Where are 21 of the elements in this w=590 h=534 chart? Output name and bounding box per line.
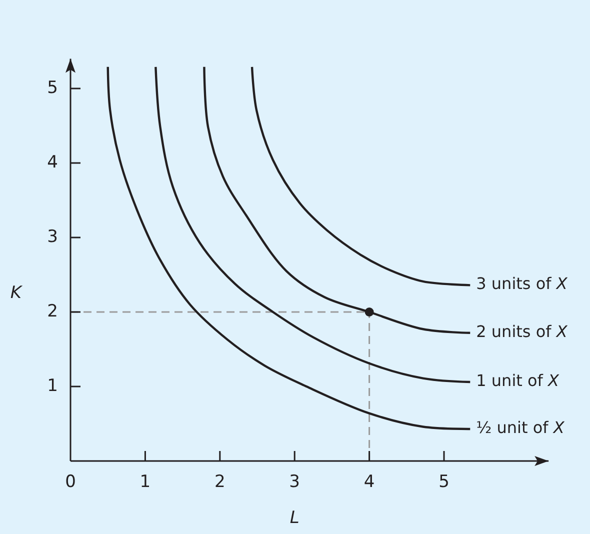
x-tick-label: 1: [140, 472, 151, 492]
line-series: [250, 66, 472, 286]
x-tick-label: 5: [438, 472, 450, 492]
line-series: [203, 66, 472, 334]
x-tick-label: 2: [214, 472, 226, 492]
series-label: 1 unit of X: [476, 371, 560, 390]
line-series: [106, 66, 472, 430]
y-axis-title: K: [10, 283, 24, 304]
y-tick-label: 2: [47, 302, 58, 322]
y-tick-label: 1: [47, 376, 58, 396]
y-tick-label: 5: [47, 78, 58, 98]
y-tick-label: 3: [47, 227, 58, 248]
series-label: 2 units of X: [476, 322, 568, 342]
x-tick-label: 0: [65, 472, 76, 492]
x-axis-title: L: [290, 508, 300, 528]
y-tick-label: 4: [47, 152, 58, 173]
series-label: 3 units of X: [476, 274, 568, 294]
x-tick-label: 4: [364, 472, 375, 492]
line-series: [154, 66, 472, 384]
series-label: ½ unit of X: [476, 418, 566, 438]
x-tick-label: 3: [289, 472, 300, 492]
